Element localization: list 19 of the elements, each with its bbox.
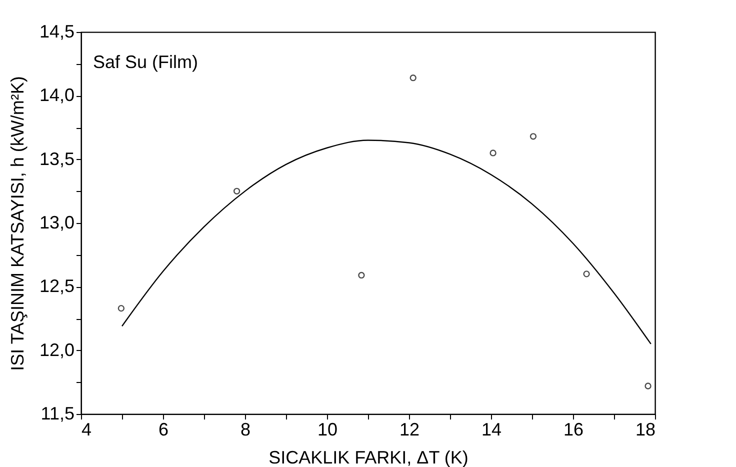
y-tick-label: 13,5 — [39, 148, 74, 169]
y-tick-label: 12,0 — [39, 340, 74, 360]
line-series — [121, 140, 652, 345]
y-axis-title: ISI TAŞINIM KATSAYISI, h (kW/m²K) — [7, 76, 28, 371]
y-tick-label: 12,5 — [39, 276, 74, 296]
x-tick-label: 14 — [481, 420, 502, 440]
x-tick-label: 4 — [82, 420, 92, 440]
x-tick-label: 10 — [317, 420, 338, 440]
y-tick-label: 14,5 — [39, 22, 74, 42]
x-tick-label: 6 — [158, 420, 169, 440]
annotation: Saf Su (Film) — [93, 52, 198, 72]
y-tick-label: 14,0 — [39, 85, 74, 106]
x-tick-label: 16 — [563, 420, 584, 440]
x-tick-label: 18 — [635, 420, 656, 440]
y-tick-label: 13,0 — [39, 212, 74, 232]
y-tick-label: 11,5 — [40, 404, 74, 424]
x-axis-title: SICAKLIK FARKI, ΔT (K) — [268, 448, 468, 467]
x-tick-label: 8 — [240, 420, 251, 440]
x-tick-label: 12 — [399, 420, 420, 440]
